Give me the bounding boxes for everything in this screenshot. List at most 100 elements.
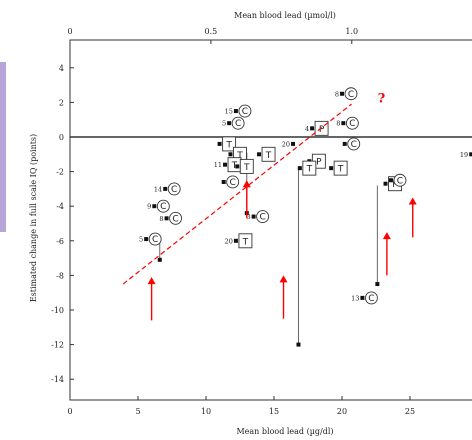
marker-circle — [231, 116, 245, 130]
interval-low-point — [157, 257, 162, 262]
data-point — [360, 295, 365, 300]
marker-letter: C — [259, 213, 265, 223]
marker-letter: C — [171, 185, 177, 195]
arrow-head — [382, 232, 391, 240]
data-point-label: 20 — [225, 237, 233, 245]
data-point-label: 11 — [214, 161, 222, 169]
data-point — [235, 164, 240, 169]
data-point-label: 5 — [222, 120, 226, 128]
data-point — [383, 181, 388, 186]
marker-circle — [345, 116, 359, 130]
marker-letter: T — [243, 163, 250, 173]
data-point — [144, 237, 149, 242]
marker-letter: C — [172, 214, 178, 224]
marker-letter: C — [235, 119, 241, 129]
data-point — [152, 204, 157, 209]
marker-letter: C — [152, 235, 158, 245]
y-tick-label: -12 — [51, 341, 64, 350]
marker-circle — [238, 104, 252, 118]
bottom-axis-label: Mean blood lead (µg/dl) — [236, 427, 333, 436]
marker-letter: T — [265, 151, 272, 161]
data-point-label: 5 — [139, 236, 143, 244]
data-point — [291, 141, 296, 146]
y-axis-label: Estimated change in full scale IQ (point… — [29, 134, 38, 302]
data-point-label: 13 — [351, 294, 359, 302]
y-tick-label: -8 — [56, 271, 64, 280]
data-point — [233, 109, 238, 114]
marker-letter: C — [397, 176, 403, 186]
interval-low-point — [375, 282, 380, 287]
sidebar-strip — [0, 62, 6, 232]
marker-letter: T — [337, 165, 344, 175]
x-tick-label: 20 — [337, 407, 347, 416]
data-point — [297, 166, 302, 171]
data-point-label: 14 — [154, 185, 162, 193]
x-tick-label: 0 — [67, 407, 72, 416]
y-tick-label: -10 — [51, 306, 64, 315]
top-axis-label: Mean blood lead (µmol/l) — [234, 11, 336, 20]
data-point-label: 8 — [336, 120, 340, 128]
marker-letter: T — [231, 161, 238, 171]
marker-circle — [226, 175, 240, 189]
marker-box — [261, 146, 276, 162]
data-point — [228, 152, 233, 157]
marker-circle — [169, 211, 183, 225]
marker-box — [302, 160, 317, 176]
data-point — [221, 179, 226, 184]
marker-letter: C — [242, 107, 248, 117]
marker-letter: C — [230, 178, 236, 188]
data-point — [163, 186, 168, 191]
data-point-label: 8 — [159, 215, 163, 223]
arrow-head — [279, 275, 288, 283]
data-point — [257, 152, 262, 157]
plot-frame — [69, 39, 472, 401]
marker-circle — [167, 182, 181, 196]
marker-letter: P — [319, 125, 325, 135]
marker-letter: C — [368, 294, 374, 304]
arrow-head — [147, 277, 156, 285]
y-tick-label: -2 — [56, 168, 64, 177]
trend-line — [122, 103, 352, 285]
marker-circle — [148, 232, 162, 246]
marker-circle — [344, 87, 358, 101]
data-point-label: 8 — [335, 90, 339, 98]
data-point — [310, 126, 315, 131]
y-tick-label: 0 — [59, 133, 64, 142]
marker-letter: C — [349, 119, 355, 129]
x2-tick-label: 1.0 — [345, 27, 358, 36]
marker-circle — [256, 210, 270, 224]
data-point-label: 20 — [282, 140, 290, 148]
data-point — [340, 91, 344, 96]
y-tick-label: -6 — [56, 237, 64, 246]
data-point — [342, 141, 347, 146]
x-tick-label: 15 — [269, 407, 279, 416]
marker-circle — [393, 173, 407, 187]
x2-tick-label: 0 — [67, 27, 72, 36]
data-point-label: 4 — [305, 125, 309, 133]
marker-letter: T — [306, 165, 313, 175]
marker-circle — [364, 291, 378, 305]
marker-box — [239, 158, 254, 174]
x-tick-label: 25 — [405, 407, 415, 416]
marker-letter: C — [351, 140, 357, 150]
data-point — [251, 214, 256, 219]
marker-letter: C — [348, 90, 354, 100]
arrow-head — [242, 180, 251, 188]
y-tick-label: 2 — [59, 98, 64, 107]
data-point — [469, 152, 472, 157]
data-point — [329, 166, 334, 171]
data-point-label: 15 — [225, 108, 233, 116]
marker-box — [333, 160, 348, 176]
data-point — [233, 238, 238, 243]
marker-box — [222, 136, 237, 152]
data-point — [223, 162, 228, 167]
x-tick-label: 5 — [135, 407, 140, 416]
data-point — [217, 141, 222, 146]
arrow-head — [408, 197, 417, 205]
interval-low-point — [296, 342, 301, 347]
data-point — [388, 178, 393, 183]
marker-letter: T — [225, 140, 232, 150]
x-tick-label: 10 — [201, 407, 211, 416]
marker-circle — [156, 199, 170, 213]
